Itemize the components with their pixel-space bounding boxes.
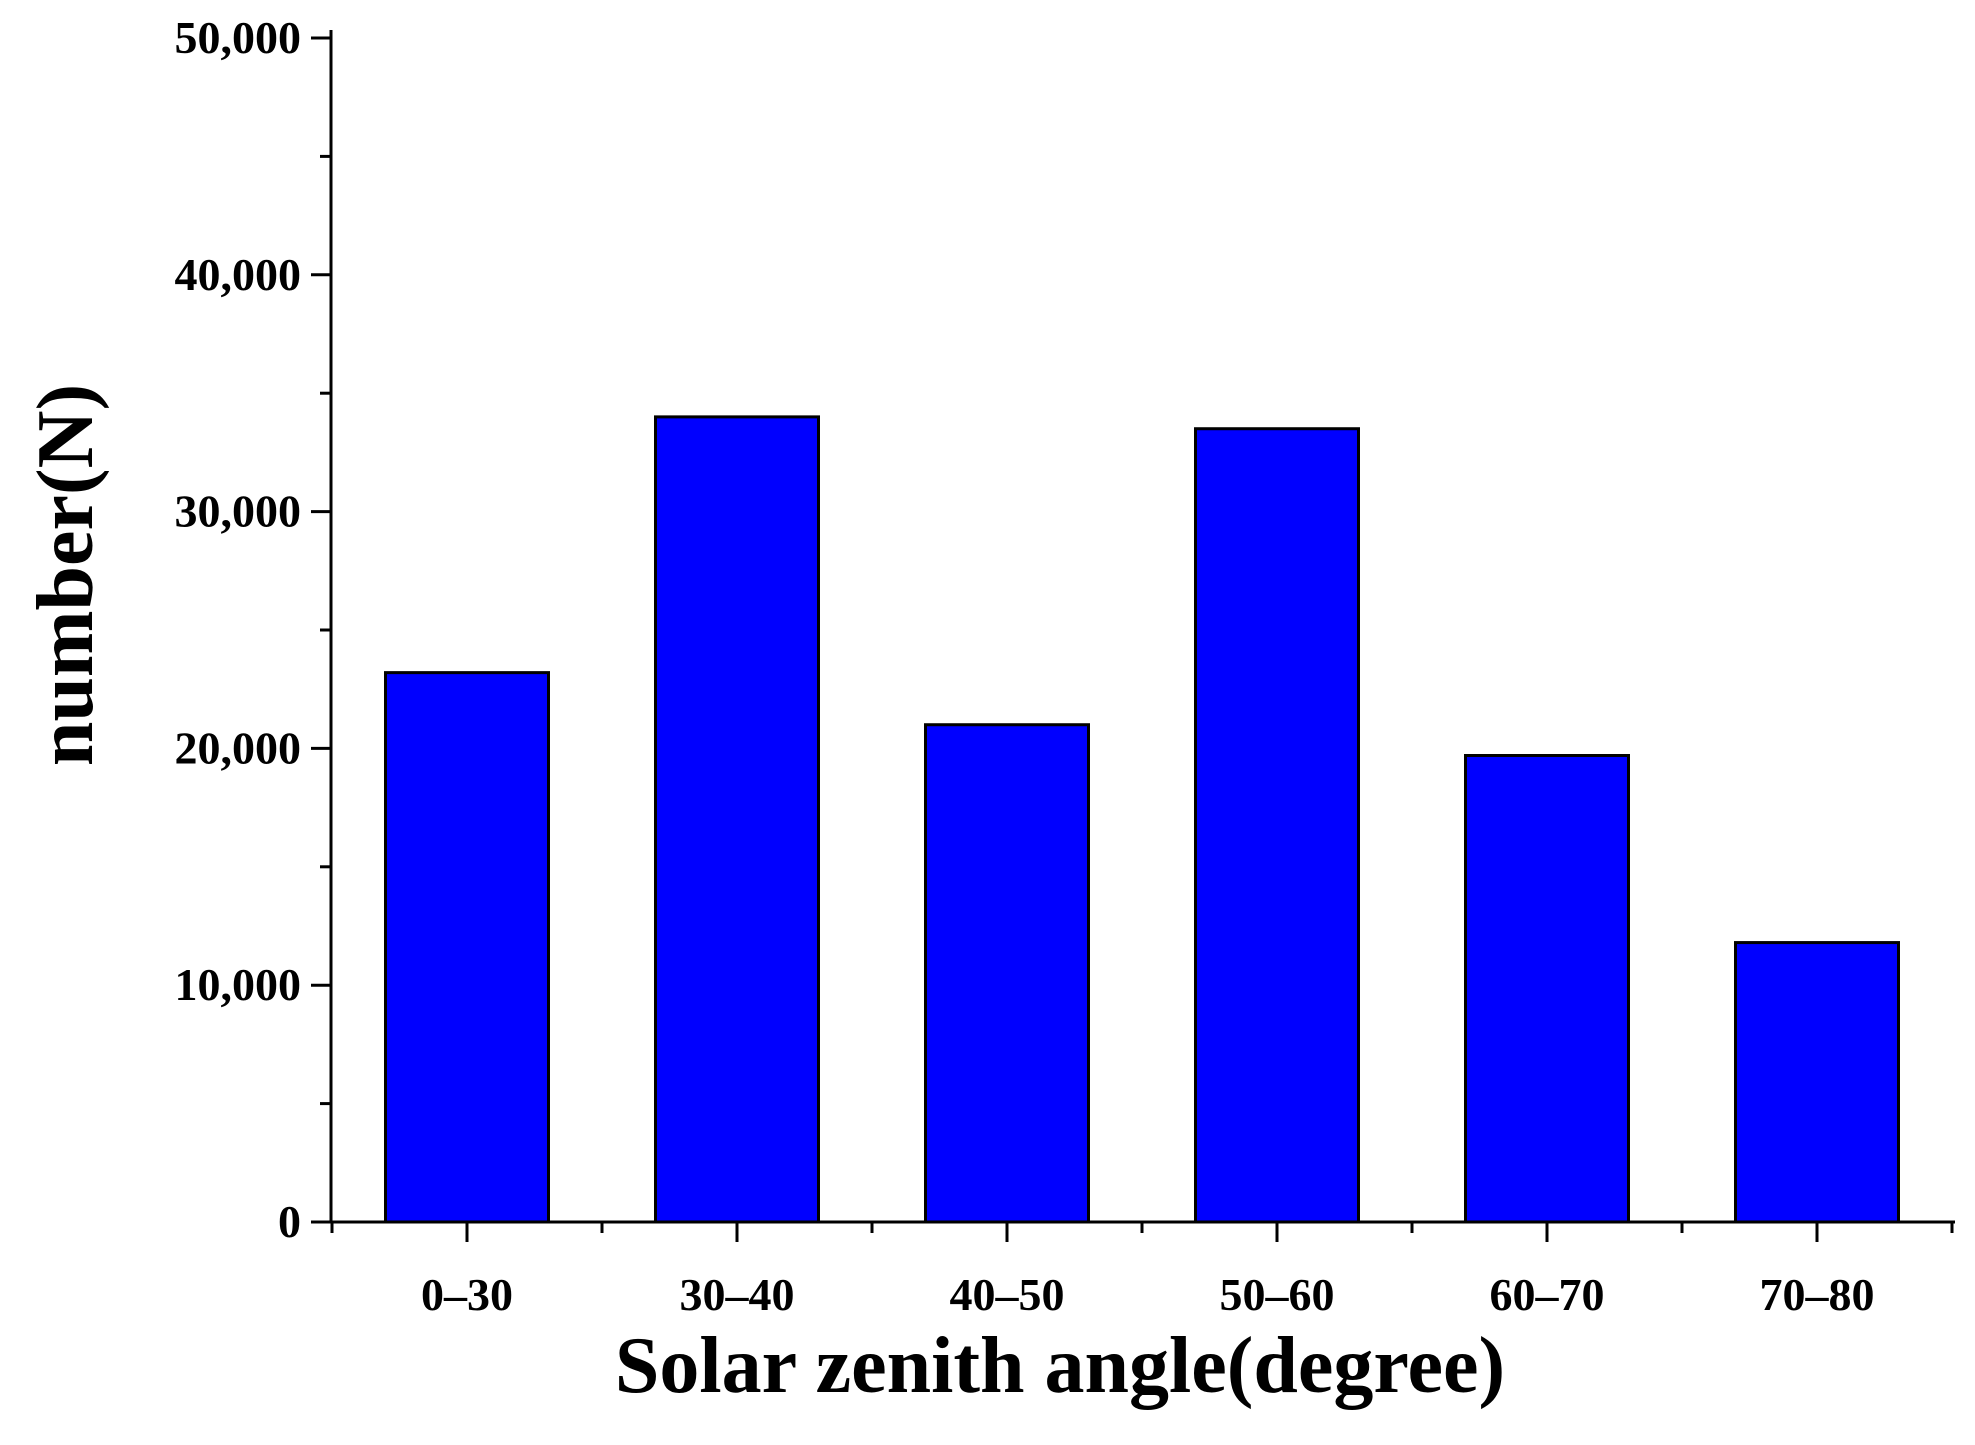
x-tick-label-0: 0–30 bbox=[421, 1269, 513, 1320]
y-tick-label-5: 50,000 bbox=[175, 12, 302, 63]
x-tick-label-3: 50–60 bbox=[1220, 1269, 1335, 1320]
y-tick-label-2: 20,000 bbox=[175, 722, 302, 773]
bar-4 bbox=[1464, 754, 1630, 1224]
y-tick-label-1: 10,000 bbox=[175, 959, 302, 1010]
bar-1 bbox=[654, 415, 820, 1224]
axes-layer bbox=[311, 30, 1955, 1242]
bar-5 bbox=[1734, 941, 1900, 1224]
x-axis-title: Solar zenith angle(degree) bbox=[615, 1322, 1505, 1410]
bars-layer bbox=[384, 415, 1900, 1224]
y-axis-title: number(N) bbox=[22, 384, 110, 766]
bar-3 bbox=[1194, 427, 1360, 1224]
x-tick-label-4: 60–70 bbox=[1490, 1269, 1605, 1320]
x-tick-label-1: 30–40 bbox=[680, 1269, 795, 1320]
y-tick-label-0: 0 bbox=[278, 1196, 301, 1247]
y-tick-label-3: 30,000 bbox=[175, 486, 302, 537]
bar-2 bbox=[924, 723, 1090, 1224]
bar-0 bbox=[384, 671, 550, 1224]
x-tick-label-5: 70–80 bbox=[1760, 1269, 1875, 1320]
y-tick-label-4: 40,000 bbox=[175, 249, 302, 300]
labels-layer: 0 10,000 20,000 30,000 40,000 50,000 0–30 30–40… bbox=[175, 12, 1875, 1320]
x-tick-label-2: 40–50 bbox=[950, 1269, 1065, 1320]
